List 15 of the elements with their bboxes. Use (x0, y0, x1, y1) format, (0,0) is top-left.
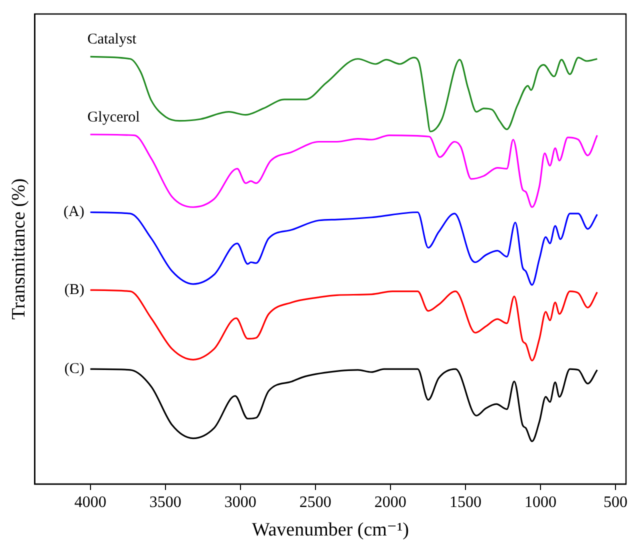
x-axis-title: Wavenumber (cm⁻¹) (252, 520, 409, 541)
series-label: Catalyst (87, 32, 138, 48)
x-tick-label: 2000 (374, 494, 406, 511)
x-tick-label: 3500 (149, 494, 182, 511)
series-label: (B) (64, 282, 84, 298)
x-tick-label: 500 (603, 494, 628, 511)
x-tick-label: 3000 (224, 494, 256, 511)
x-tick-label: 1000 (524, 494, 556, 511)
series-label: (C) (64, 361, 84, 377)
series-label: (A) (63, 204, 84, 220)
y-axis-title: Transmittance (%) (8, 178, 30, 320)
x-tick-label: 2500 (299, 494, 332, 511)
x-tick-label: 4000 (74, 494, 106, 511)
x-tick-label: 1500 (449, 494, 482, 511)
series-label: Glycerol (87, 109, 140, 126)
